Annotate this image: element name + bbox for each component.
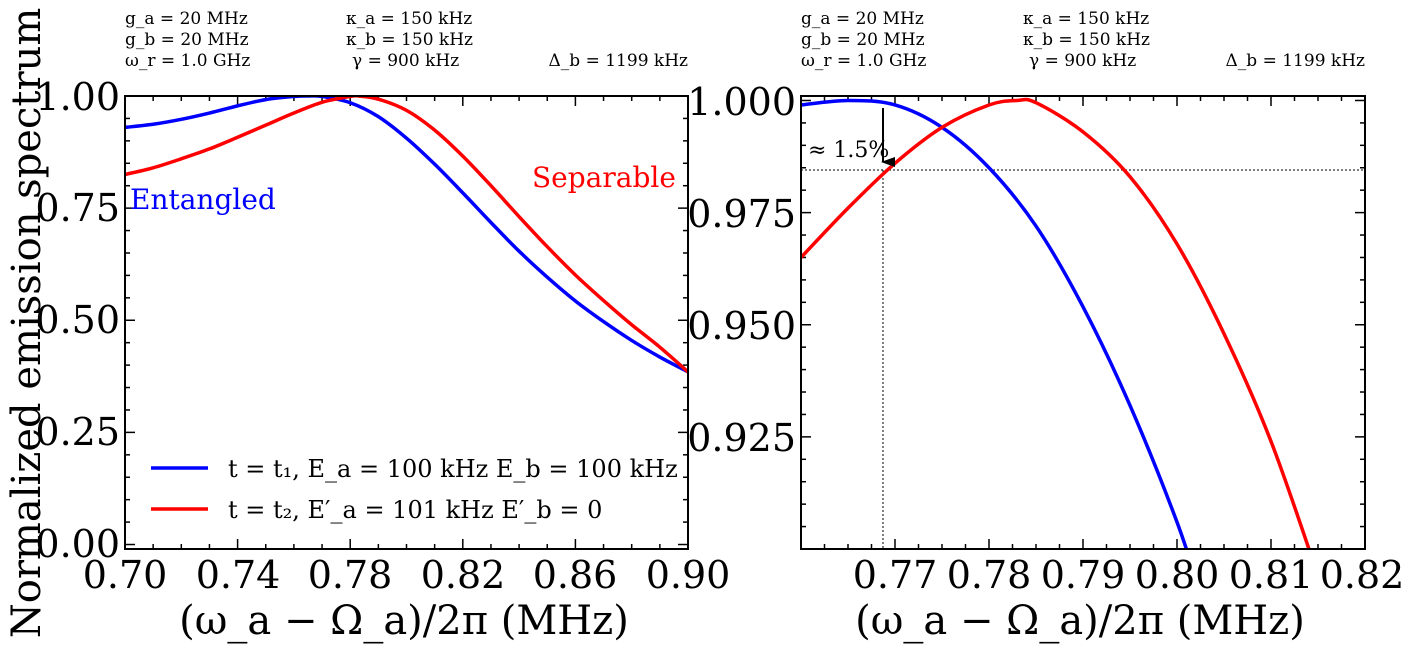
param-kappa-a: κ_a = 150 kHz <box>1023 9 1149 29</box>
left-panel: g_a = 20 MHz g_b = 20 MHz ω_r = 1.0 GHz … <box>4 8 730 644</box>
param-kappa-b: κ_b = 150 kHz <box>1023 30 1150 50</box>
y-tick-label: 0.75 <box>35 186 120 230</box>
y-tick-label: 0.950 <box>687 304 796 348</box>
x-tick-label: 0.78 <box>308 553 393 597</box>
y-tick-label: 1.000 <box>687 80 796 124</box>
left-y-tick-labels: 0.00 0.25 0.50 0.75 1.00 <box>35 75 120 566</box>
x-tick-label: 0.90 <box>646 553 731 597</box>
series-line-entangled <box>125 96 688 374</box>
param-gamma: γ = 900 kHz <box>1029 51 1136 71</box>
right-ticks <box>800 96 1366 550</box>
left-x-tick-labels: 0.70 0.74 0.78 0.82 0.86 0.90 <box>83 553 731 597</box>
param-omega-r: ω_r = 1.0 GHz <box>125 51 250 71</box>
param-ga: g_a = 20 MHz <box>801 9 924 29</box>
right-plot-frame <box>800 95 1366 550</box>
x-tick-label: 0.77 <box>853 553 938 597</box>
param-kappa-a: κ_a = 150 kHz <box>346 9 472 29</box>
y-axis-label: Normalized emission spectrum <box>4 8 50 639</box>
right-x-tick-labels: 0.77 0.78 0.79 0.80 0.81 0.82 <box>853 553 1405 597</box>
x-tick-label: 0.82 <box>1320 553 1405 597</box>
x-tick-label: 0.70 <box>83 553 168 597</box>
param-gb: g_b = 20 MHz <box>801 30 925 50</box>
left-plot-frame <box>124 95 689 550</box>
param-gamma: γ = 900 kHz <box>352 51 459 71</box>
param-kappa-b: κ_b = 150 kHz <box>346 30 473 50</box>
legend-entry-2: t = t₂, E′_a = 101 kHz E′_b = 0 <box>228 496 602 524</box>
series-line-separable <box>801 97 1311 549</box>
entangled-label: Entangled <box>130 183 276 216</box>
param-delta-b: Δ_b = 1199 kHz <box>549 51 689 71</box>
y-tick-label: 0.50 <box>35 298 120 342</box>
series-line-entangled <box>801 98 1189 549</box>
right-params: g_a = 20 MHz g_b = 20 MHz ω_r = 1.0 GHz … <box>801 9 1365 71</box>
legend-entry-1: t = t₁, E_a = 100 kHz E_b = 100 kHz <box>228 455 678 483</box>
separable-label: Separable <box>532 161 676 194</box>
left-x-axis-label: (ω_a − Ω_a)/2π (MHz) <box>179 598 629 644</box>
legend: t = t₁, E_a = 100 kHz E_b = 100 kHz t = … <box>151 455 678 524</box>
x-tick-label: 0.82 <box>421 553 506 597</box>
x-tick-label: 0.74 <box>196 553 281 597</box>
param-omega-r: ω_r = 1.0 GHz <box>801 51 926 71</box>
right-x-axis-label: (ω_a − Ω_a)/2π (MHz) <box>855 598 1305 644</box>
x-tick-label: 0.79 <box>1041 553 1126 597</box>
x-tick-label: 0.78 <box>947 553 1032 597</box>
x-tick-label: 0.86 <box>533 553 618 597</box>
series-line-separable <box>125 96 688 374</box>
right-y-tick-labels: 0.925 0.950 0.975 1.000 <box>687 80 796 460</box>
param-ga: g_a = 20 MHz <box>125 9 248 29</box>
y-tick-label: 1.00 <box>35 75 120 119</box>
right-panel: g_a = 20 MHz g_b = 20 MHz ω_r = 1.0 GHz … <box>687 9 1404 644</box>
left-params: g_a = 20 MHz g_b = 20 MHz ω_r = 1.0 GHz … <box>125 9 688 71</box>
y-tick-label: 0.975 <box>687 192 796 236</box>
x-tick-label: 0.80 <box>1135 553 1220 597</box>
param-gb: g_b = 20 MHz <box>125 30 249 50</box>
percent-annotation: ≈ 1.5% <box>808 138 889 163</box>
y-tick-label: 0.00 <box>35 522 120 566</box>
y-tick-label: 0.25 <box>35 410 120 454</box>
param-delta-b: Δ_b = 1199 kHz <box>1226 51 1366 71</box>
y-tick-label: 0.925 <box>687 416 796 460</box>
x-tick-label: 0.81 <box>1229 553 1314 597</box>
